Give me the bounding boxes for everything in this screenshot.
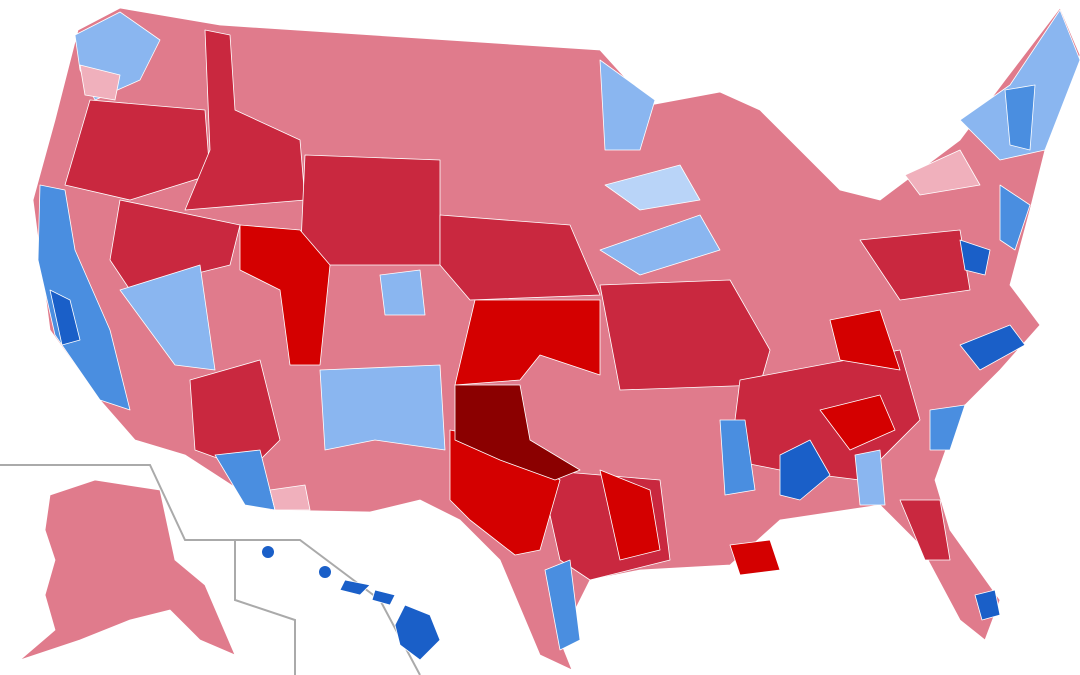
region bbox=[599, 279, 771, 391]
region bbox=[974, 589, 1001, 621]
hawaii-island bbox=[394, 604, 441, 661]
hawaii-island bbox=[319, 566, 331, 578]
region bbox=[379, 269, 426, 316]
region bbox=[269, 484, 311, 511]
region bbox=[999, 184, 1031, 251]
region bbox=[184, 29, 306, 211]
region bbox=[454, 384, 581, 481]
hawaii-island bbox=[339, 579, 371, 596]
inset-border bbox=[235, 539, 421, 675]
region bbox=[37, 184, 131, 411]
alaska bbox=[19, 479, 236, 661]
region bbox=[599, 214, 721, 276]
region bbox=[959, 324, 1026, 371]
region bbox=[854, 449, 886, 506]
region bbox=[959, 239, 991, 276]
region bbox=[959, 9, 1080, 161]
region bbox=[49, 289, 81, 346]
region bbox=[79, 64, 121, 101]
region bbox=[819, 394, 896, 451]
region bbox=[544, 559, 581, 651]
region bbox=[239, 224, 331, 366]
region bbox=[719, 419, 756, 496]
region bbox=[859, 229, 971, 301]
hawaii-island bbox=[262, 546, 274, 558]
region bbox=[439, 214, 601, 301]
region bbox=[829, 309, 901, 371]
region bbox=[779, 439, 831, 501]
region bbox=[119, 264, 216, 371]
region bbox=[929, 404, 966, 451]
region bbox=[729, 539, 781, 576]
region bbox=[189, 359, 281, 471]
region bbox=[904, 149, 981, 196]
region bbox=[599, 59, 656, 151]
region bbox=[64, 99, 211, 201]
region bbox=[599, 469, 661, 561]
region bbox=[299, 154, 441, 266]
region bbox=[1004, 84, 1036, 151]
region bbox=[899, 499, 951, 561]
hawaii-island bbox=[371, 589, 396, 606]
region bbox=[319, 364, 446, 451]
region bbox=[604, 164, 701, 211]
